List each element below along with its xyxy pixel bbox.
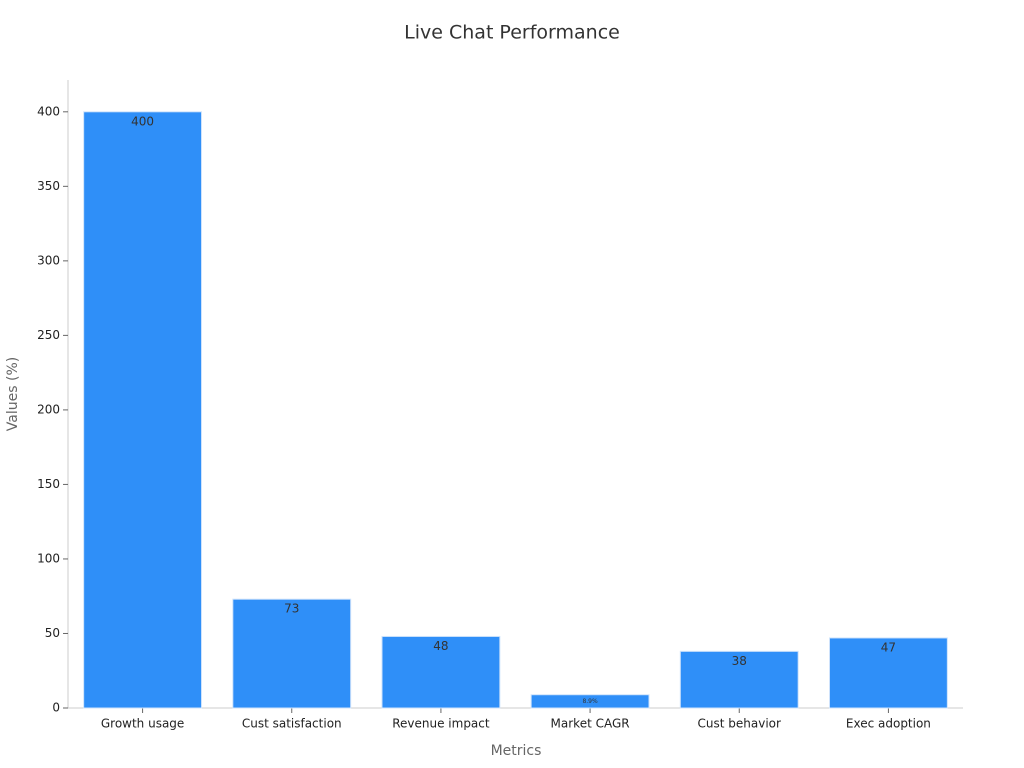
value-label: 38 [732,654,747,668]
y-tick-label: 200 [37,402,60,416]
bar [530,694,650,709]
x-tick-label: Cust satisfaction [242,717,342,731]
y-axis-label: Values (%) [5,357,21,431]
chart-title: Live Chat Performance [404,22,620,44]
value-label: 47 [881,640,896,654]
x-tick-label: Revenue impact [392,717,490,731]
bar [679,650,799,709]
bar [83,111,203,709]
y-tick-label: 0 [52,701,60,715]
x-tick-label: Cust behavior [698,717,781,731]
value-label: 400 [131,114,154,128]
y-tick-label: 350 [37,179,60,193]
x-tick-label: Exec adoption [846,717,931,731]
y-tick-label: 250 [37,328,60,342]
value-label: 73 [284,602,299,616]
value-label: 48 [433,639,448,653]
x-tick-label: Market CAGR [551,717,630,731]
y-tick-label: 50 [45,626,60,640]
value-label: 8.9% [582,698,598,705]
x-axis-label: Metrics [491,743,542,759]
x-tick-label: Growth usage [101,717,184,731]
y-tick-label: 100 [37,551,60,565]
bar [381,635,501,709]
y-tick-label: 300 [37,253,60,267]
bar [232,598,352,709]
bar [828,637,948,709]
y-tick-label: 400 [37,104,60,118]
y-tick-label: 150 [37,477,60,491]
